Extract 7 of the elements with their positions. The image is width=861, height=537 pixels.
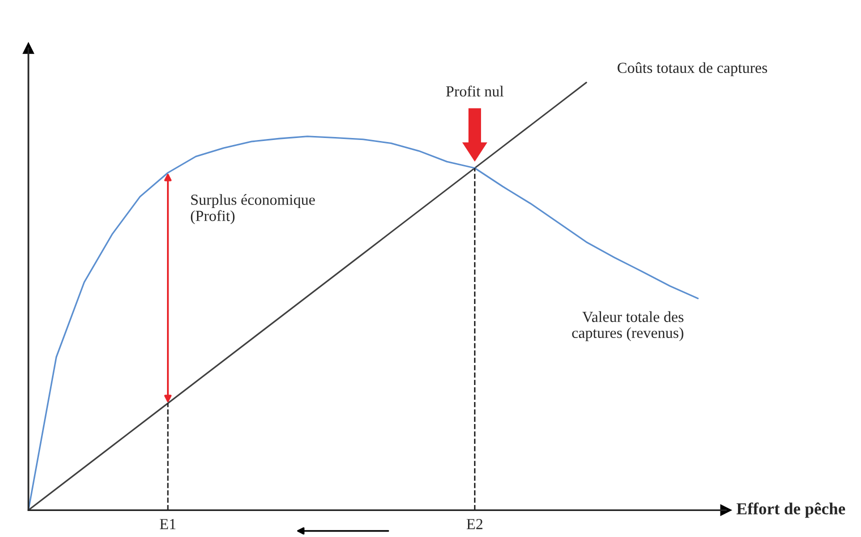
x-axis-title: Effort de pêche — [736, 502, 846, 518]
annotation: Profit nul — [446, 86, 504, 97]
x-tick-label: E1 — [160, 519, 176, 530]
series-label: Valeur totale des captures (revenus) — [572, 311, 684, 342]
text: Coûts totaux de captures — [618, 62, 768, 76]
x-tick-label: E2 — [466, 518, 482, 530]
annotation: Surplus économique (Profit) — [190, 194, 315, 224]
